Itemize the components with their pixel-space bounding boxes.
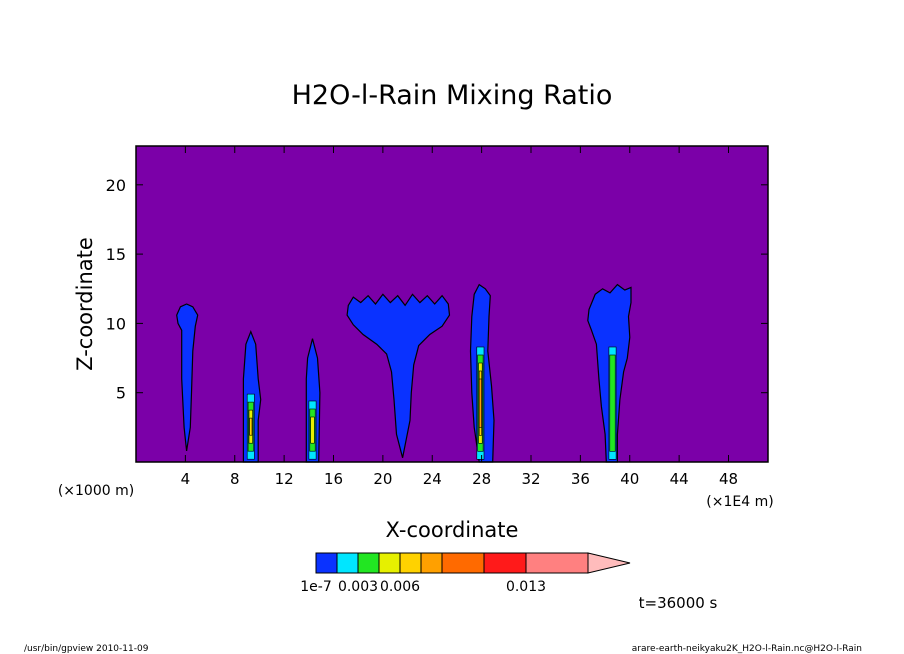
colorbar-swatch xyxy=(399,552,422,574)
x-tick-label: 4 xyxy=(181,470,191,488)
footer-left: /usr/bin/gpview 2010-11-09 xyxy=(24,644,149,654)
x-tick-label: 12 xyxy=(275,470,294,488)
plot-frame xyxy=(135,145,769,463)
x-tick-label: 40 xyxy=(620,470,639,488)
plot-background xyxy=(136,146,768,462)
colorbar-swatch xyxy=(525,552,589,574)
x-tick-label: 48 xyxy=(719,470,738,488)
cloud-x21 xyxy=(346,293,451,458)
x-tick-label: 36 xyxy=(571,470,590,488)
x-tick-label: 44 xyxy=(670,470,689,488)
y-axis-label: Z-coordinate xyxy=(73,237,97,371)
colorbar-label: 1e-7 xyxy=(300,579,331,595)
x-tick-label: 8 xyxy=(230,470,240,488)
footer-right: arare-earth-neikyaku2K_H2O-l-Rain.nc@H2O… xyxy=(632,644,862,654)
colorbar-swatch xyxy=(357,552,380,574)
y-tick-label: 5 xyxy=(116,384,126,403)
x-scale-note: (×1E4 m) xyxy=(706,494,773,510)
colorbar-label: 0.003 xyxy=(338,579,378,595)
y-tick-label: 20 xyxy=(106,176,126,195)
colorbar-swatch xyxy=(315,552,338,574)
x-tick-label: 32 xyxy=(521,470,540,488)
x-tick-label: 16 xyxy=(324,470,343,488)
x-axis-ticks: 4 8 12 16 20 24 28 32 36 40 44 48 xyxy=(181,146,738,488)
x-axis-label: X-coordinate xyxy=(386,518,519,542)
cloud-x28-core-5 xyxy=(478,378,482,428)
cloud-x38-core-2 xyxy=(609,354,616,452)
y-tick-label: 10 xyxy=(106,314,126,333)
cloud-x14-core-3 xyxy=(310,416,315,444)
colorbar-swatch xyxy=(378,552,401,574)
cloud-x4 xyxy=(176,303,199,451)
chart-title: H2O-l-Rain Mixing Ratio xyxy=(292,80,613,111)
x-unit-note: (×1000 m) xyxy=(58,483,134,499)
cloud-layer xyxy=(176,283,632,463)
colorbar: 1e-7 0.003 0.006 0.013 xyxy=(300,552,631,595)
x-tick-label: 20 xyxy=(373,470,392,488)
time-label: t=36000 s xyxy=(639,594,718,612)
x-tick-label: 28 xyxy=(472,470,491,488)
colorbar-swatch xyxy=(336,552,359,574)
colorbar-label: 0.006 xyxy=(380,579,420,595)
y-axis-ticks: 5 10 15 20 xyxy=(106,176,768,403)
colorbar-swatch xyxy=(420,552,443,574)
cloud-x9-core-4 xyxy=(249,417,253,436)
y-tick-label: 15 xyxy=(106,245,126,264)
colorbar-swatch xyxy=(441,552,485,574)
colorbar-label: 0.013 xyxy=(506,579,546,595)
colorbar-swatch xyxy=(483,552,527,574)
colorbar-arrow xyxy=(587,552,631,574)
x-tick-label: 24 xyxy=(423,470,442,488)
